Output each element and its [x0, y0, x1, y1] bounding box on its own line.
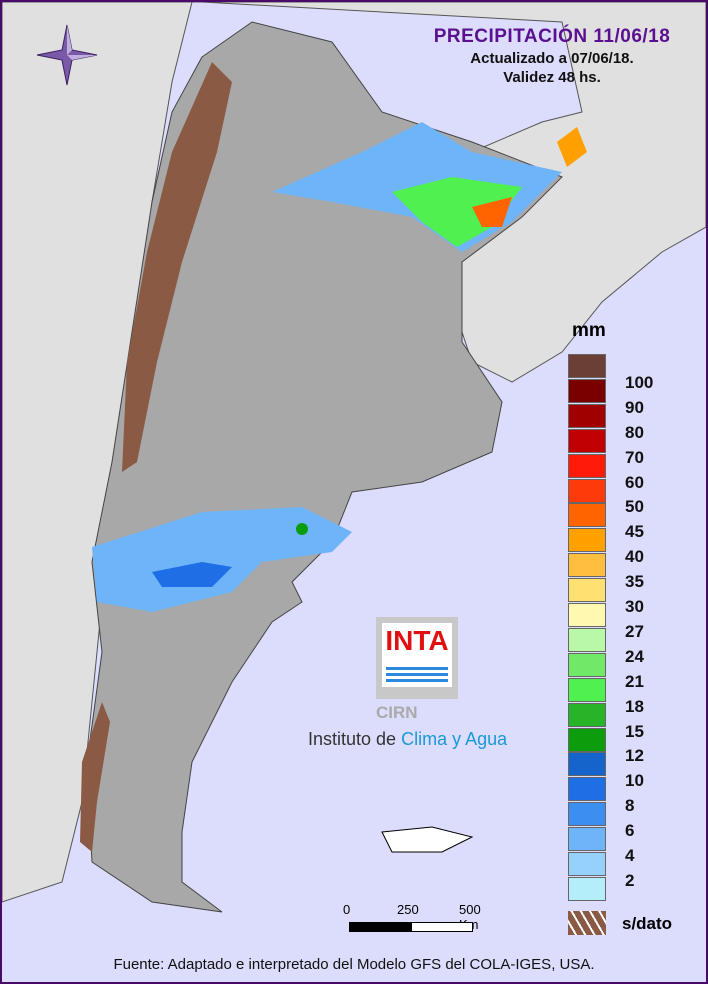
legend-swatch [568, 677, 606, 702]
nodata-label: s/dato [622, 914, 673, 933]
map-title-block: PRECIPITACIÓN 11/06/18 Actualizado a 07/… [402, 26, 702, 86]
institute-highlight: Clima y Agua [401, 729, 508, 749]
legend-swatch [568, 403, 606, 428]
legend-label: 100 [625, 372, 654, 392]
validity: Validez 48 hs. [503, 69, 601, 86]
legend-swatch [568, 528, 606, 553]
legend-swatch [568, 503, 606, 528]
legend-label: 4 [625, 846, 635, 865]
legend-swatch [568, 453, 606, 478]
legend-swatch [568, 627, 606, 652]
legend-label: 80 [625, 422, 644, 442]
legend-swatch [568, 428, 606, 453]
inta-brand: INTA [385, 625, 449, 656]
legend-label: 8 [625, 796, 635, 816]
legend-label: 18 [625, 696, 644, 716]
precip-northeast-max [557, 127, 587, 167]
legend-label: 10 [625, 771, 644, 791]
legend-label: 30 [625, 597, 644, 616]
institute-prefix: Instituto de [308, 729, 397, 749]
scale-label-0: 0 [343, 902, 351, 917]
map-title: PRECIPITACIÓN 11/06/18 [433, 26, 671, 47]
legend-label: 6 [625, 821, 635, 841]
legend-swatch [568, 876, 606, 901]
precip-south-core [152, 562, 232, 587]
precip-south-band [92, 507, 352, 612]
compass-rose-icon [36, 24, 98, 86]
scale-segment-2 [411, 922, 473, 932]
legend-label: 90 [625, 397, 644, 417]
source-footer: Fuente: Adaptado e interpretado del Mode… [113, 956, 595, 973]
nodata-swatch [568, 911, 606, 935]
nodata-south-strip [80, 702, 110, 852]
legend-swatch [568, 777, 606, 802]
legend-label: 21 [625, 671, 644, 691]
scale-label-250: 250 [397, 902, 419, 917]
inta-logo-badge: INTA [376, 617, 458, 699]
institute-name: Instituto de Clima y Agua [308, 729, 507, 750]
precip-north-core [392, 177, 522, 247]
legend-swatch [568, 578, 606, 603]
legend-swatch [568, 652, 606, 677]
scale-segment-1 [349, 922, 411, 932]
legend-swatch [568, 727, 606, 752]
legend-swatch [568, 378, 606, 403]
legend-swatch [568, 702, 606, 727]
legend-label: 27 [625, 621, 644, 641]
precip-north-max [472, 197, 512, 227]
cirn-label: CIRN [376, 703, 418, 722]
precip-south-green [296, 523, 308, 535]
legend-label: 60 [625, 472, 644, 492]
argentina-land [86, 21, 563, 913]
legend-label: 15 [625, 721, 644, 741]
legend-swatch [568, 478, 606, 503]
legend-label: 2 [625, 870, 635, 890]
legend-label: 24 [625, 646, 644, 666]
legend-swatch [568, 354, 606, 378]
legend-label: 70 [625, 447, 644, 467]
legend-label: 35 [625, 572, 644, 592]
updated-date: Actualizado a 07/06/18. [470, 50, 634, 67]
legend-swatch [568, 802, 606, 827]
legend-swatch [568, 752, 606, 777]
nodata-andes-strip [122, 62, 232, 472]
legend-label: 50 [625, 497, 644, 517]
legend-swatch [568, 852, 606, 876]
legend-label: 40 [625, 547, 644, 567]
legend-swatch [568, 553, 606, 578]
falkland-islands [381, 826, 474, 853]
legend-label: 12 [625, 746, 644, 766]
legend-unit: mm [572, 320, 606, 341]
legend-swatch [568, 603, 606, 627]
legend-label: 45 [625, 522, 644, 542]
legend-swatch [568, 827, 606, 852]
